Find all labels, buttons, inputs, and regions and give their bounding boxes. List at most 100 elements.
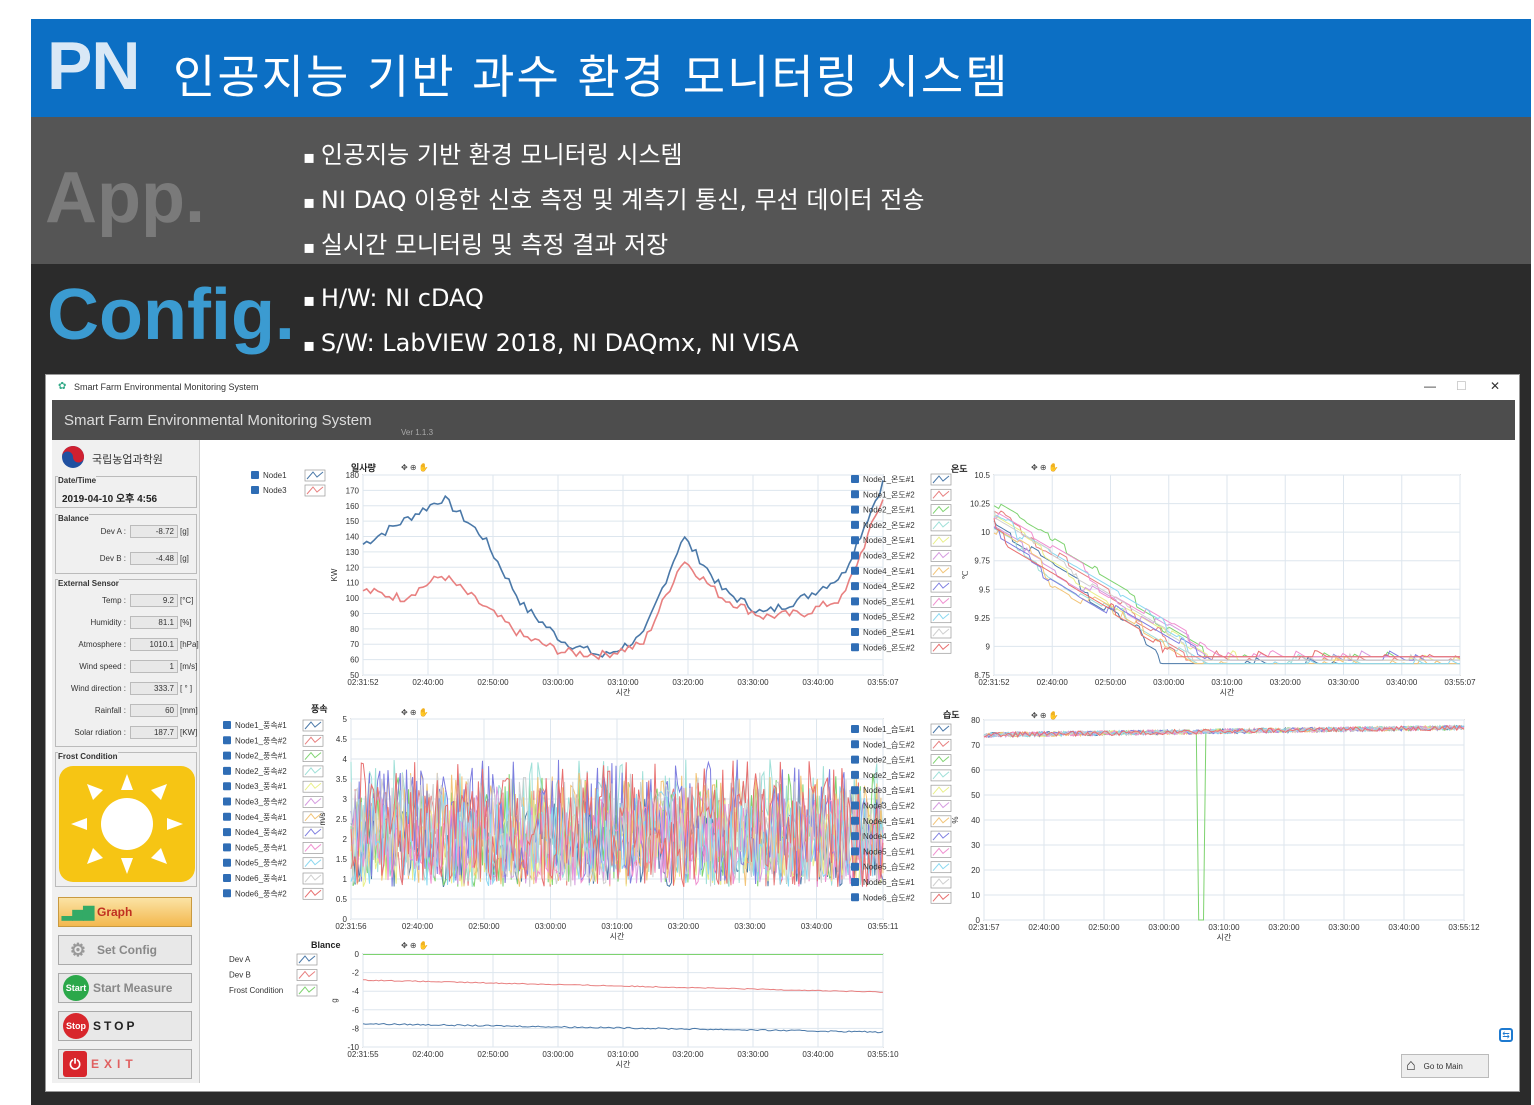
frost-condition-group: Frost Condition: [55, 752, 197, 887]
legend-checkbox: [223, 782, 231, 791]
y-tick-label: 4: [343, 755, 348, 764]
legend-swatch-line: [304, 874, 322, 883]
y-tick-label: 1: [343, 875, 348, 884]
sun-weather-icon: [59, 766, 195, 882]
legend-swatch-line: [298, 955, 316, 964]
y-tick-label: 110: [346, 579, 359, 588]
home-icon: ⌂: [1406, 1057, 1416, 1074]
y-tick-label: 100: [346, 594, 360, 603]
legend-label: Node4_풍속#1: [235, 813, 287, 822]
y-tick-label: 120: [346, 563, 360, 572]
exit-button[interactable]: ⏻ EXIT: [58, 1049, 192, 1079]
legend-swatch-box: [930, 754, 952, 766]
legend-checkbox: [851, 847, 859, 856]
legend-swatch-line: [304, 828, 322, 837]
graph-palette-icon: ✥ ⊕ ✋: [1031, 710, 1059, 720]
go-to-main-button[interactable]: ⌂ Go to Main: [1401, 1054, 1489, 1078]
x-tick-label: 03:55:07: [867, 678, 899, 687]
x-tick-label: 03:40:00: [802, 1050, 834, 1059]
series-line: [362, 1022, 884, 1034]
balance-row-dev-b: Dev B : -4.48 [g]: [99, 552, 189, 565]
legend-checkbox: [851, 816, 859, 825]
y-tick-label: 0: [355, 950, 360, 959]
sensor-row: Wind direction :333.7[ ° ]: [70, 682, 193, 695]
legend-label: Node3_온도#1: [863, 536, 915, 545]
y-tick-label: 50: [971, 791, 980, 800]
legend-label: Node1_온도#2: [863, 490, 915, 499]
legend-swatch-box: [930, 473, 952, 486]
power-icon: ⏻: [63, 1051, 87, 1077]
legend-swatch-box: [296, 969, 318, 981]
close-button[interactable]: ✕: [1490, 379, 1501, 393]
legend-swatch-box: [930, 784, 952, 797]
stop-button[interactable]: Stop STOP: [58, 1011, 192, 1041]
legend-swatch-line: [932, 725, 950, 734]
version-label: Ver 1.1.3: [401, 428, 434, 437]
start-measure-button[interactable]: Start Start Measure: [58, 973, 192, 1003]
legend-swatch-box: [302, 765, 324, 778]
legend-checkbox: [851, 612, 859, 621]
y-tick-label: 8.75: [974, 671, 990, 680]
legend-swatch-line: [306, 486, 324, 495]
graph-palette-icon: ✥ ⊕ ✋: [401, 462, 429, 472]
y-tick-label: 60: [971, 766, 980, 775]
series-line: [350, 799, 884, 887]
legend-label: Frost Condition: [229, 986, 283, 995]
maximize-button[interactable]: ☐: [1456, 379, 1467, 393]
legend-swatch-line: [932, 847, 950, 856]
legend-swatch-line: [932, 521, 950, 530]
legend-label: Node5_온도#1: [863, 597, 915, 606]
legend-swatch-box: [302, 734, 324, 747]
legend-label: Node3: [263, 486, 287, 495]
legend-label: Node4_습도#2: [863, 832, 915, 841]
x-tick-label: 02:50:00: [477, 1050, 509, 1059]
legend-checkbox: [223, 751, 231, 760]
datetime-label: Date/Time: [58, 476, 97, 485]
legend-checkbox: [223, 797, 231, 806]
legend-checkbox: [851, 582, 859, 591]
y-tick-label: 10: [981, 528, 990, 537]
legend-label: Node4_풍속#2: [235, 828, 287, 837]
series-line: [993, 518, 1460, 658]
y-tick-label: -2: [352, 969, 360, 978]
set-config-button[interactable]: ⚙ Set Config: [58, 935, 192, 965]
legend-label: Node4_온도#2: [863, 582, 915, 591]
series-line: [993, 510, 1460, 661]
chart-4: [296, 953, 884, 1048]
legend-label: Node2_습도#1: [863, 756, 915, 765]
legend-swatch-line: [304, 782, 322, 791]
y-tick-label: 9.5: [979, 585, 991, 594]
legend-label: Node3_습도#2: [863, 802, 915, 811]
minimize-button[interactable]: —: [1424, 379, 1436, 393]
legend-swatch-box: [302, 719, 324, 732]
legend-swatch-line: [932, 786, 950, 795]
config-label: Config.: [47, 275, 295, 355]
legend-swatch-line: [304, 858, 322, 868]
legend-swatch-line: [932, 582, 950, 591]
app-window: ✿ Smart Farm Environmental Monitoring Sy…: [45, 374, 1520, 1092]
bar-chart-icon: ▂▅▇: [61, 903, 95, 920]
x-tick-label: 03:20:00: [668, 922, 700, 931]
legend-swatch-line: [932, 862, 950, 872]
x-tick-label: 03:10:00: [607, 678, 639, 687]
legend-swatch-box: [930, 611, 952, 624]
legend-swatch-box: [930, 800, 952, 812]
legend-swatch-box: [930, 580, 952, 593]
legend-checkbox: [851, 490, 859, 499]
sync-icon[interactable]: ⇆: [1499, 1028, 1513, 1042]
legend-swatch-box: [930, 626, 952, 639]
legend-swatch-box: [930, 815, 952, 828]
legend-label: Node1_풍속#1: [235, 721, 287, 730]
legend-checkbox: [851, 832, 859, 841]
y-tick-label: 130: [346, 548, 360, 557]
legend-label: Node5_풍속#2: [235, 859, 287, 868]
x-tick-label: 03:20:00: [672, 1050, 704, 1059]
legend-label: Node6_온도#2: [863, 643, 915, 652]
graph-button[interactable]: ▂▅▇ Graph: [58, 897, 192, 927]
legend-checkbox: [851, 755, 859, 764]
legend-swatch-line: [306, 471, 324, 480]
legend-checkbox: [851, 878, 859, 886]
legend-checkbox: [851, 801, 859, 810]
y-tick-label: 9: [986, 642, 991, 651]
balance-group: Balance Dev A : -8.72 [g] Dev B : -4.48 [g]: [55, 514, 197, 574]
